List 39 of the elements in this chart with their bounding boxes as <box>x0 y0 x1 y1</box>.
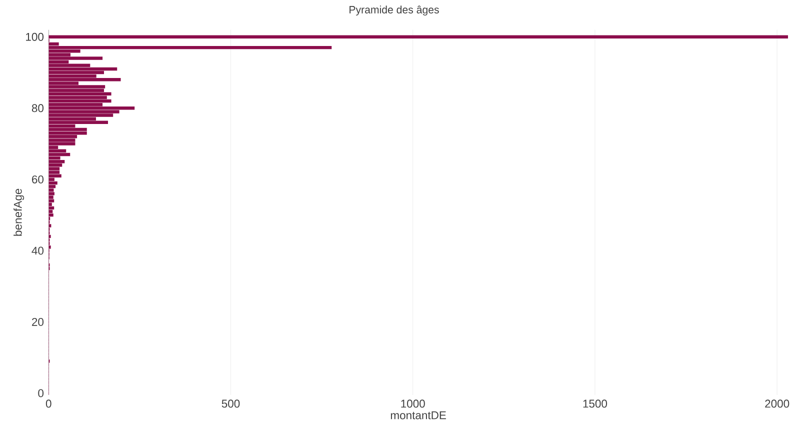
chart-title: Pyramide des âges <box>350 6 439 16</box>
bar <box>48 182 58 185</box>
y-tick-label: 40 <box>32 246 44 255</box>
bar <box>48 56 103 60</box>
bar <box>48 106 135 110</box>
y-tick-label: 20 <box>32 318 44 326</box>
bar <box>48 67 118 71</box>
x-tick-label: 500 <box>222 400 240 408</box>
y-tick-label: 0 <box>38 389 44 398</box>
bar <box>48 174 62 178</box>
bar <box>48 160 65 164</box>
bar <box>48 164 62 167</box>
bar <box>48 170 60 174</box>
x-tick-label: 2000 <box>765 400 790 408</box>
bar <box>48 78 121 82</box>
y-axis-title: benefAge <box>14 188 24 236</box>
bar <box>48 153 70 156</box>
y-tick-label: 100 <box>26 33 44 41</box>
bar <box>48 100 112 103</box>
bar <box>48 128 87 132</box>
bar <box>48 149 66 153</box>
y-tick-label: 60 <box>32 176 44 184</box>
y-tick-label: 80 <box>32 104 44 112</box>
x-tick-label: 1000 <box>401 400 425 408</box>
x-tick-label: 0 <box>46 400 52 408</box>
bar <box>48 85 106 89</box>
bar <box>48 142 76 146</box>
bar <box>48 196 54 199</box>
bar <box>48 120 108 124</box>
bar <box>48 138 76 142</box>
x-tick-label: 1500 <box>583 400 608 408</box>
bar <box>48 167 60 170</box>
bar <box>48 199 54 203</box>
bar <box>48 46 332 50</box>
bar <box>48 92 112 96</box>
bar <box>48 35 788 39</box>
bar <box>48 132 87 135</box>
x-axis-title: montantDE <box>390 412 446 420</box>
bar <box>48 192 54 196</box>
